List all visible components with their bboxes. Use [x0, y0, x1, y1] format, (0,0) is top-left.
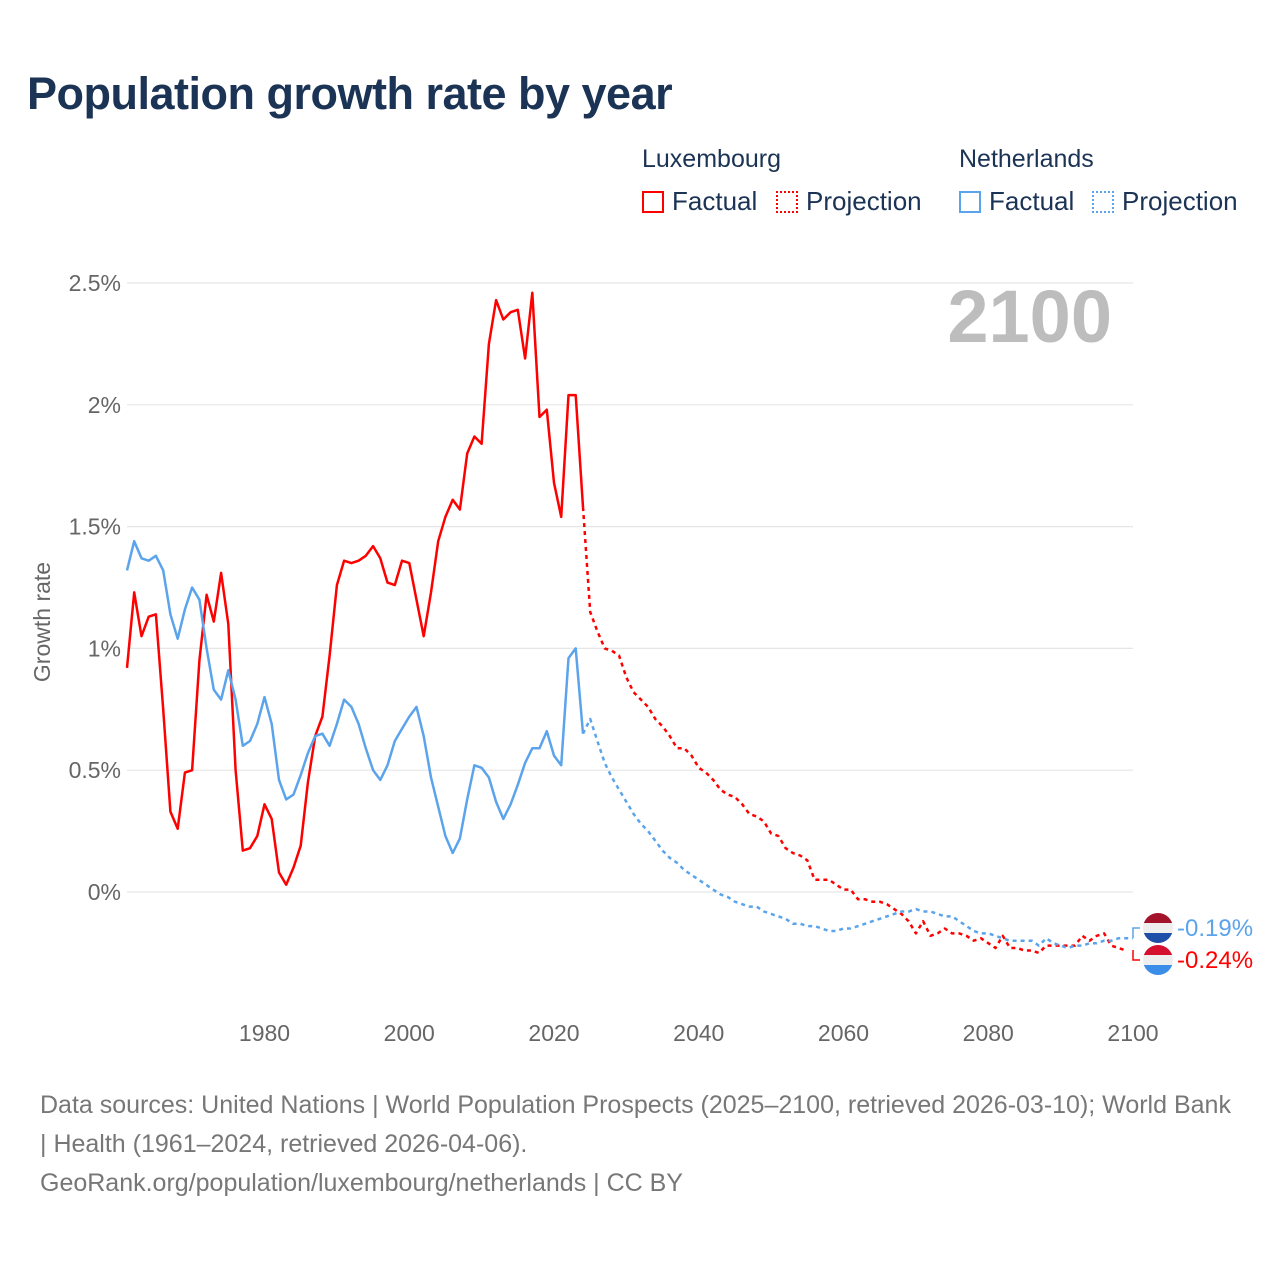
luxembourg-projection-line — [581, 507, 1127, 955]
legend-luxembourg-factual[interactable]: Factual — [642, 186, 757, 217]
y-tick-label: 1.5% — [69, 514, 121, 540]
dotted-swatch-icon — [776, 190, 798, 213]
y-tick-label: 2.5% — [69, 270, 121, 296]
solid-swatch-icon — [959, 190, 981, 213]
x-tick-label: 2080 — [963, 1020, 1014, 1046]
x-tick-label: 2040 — [673, 1020, 724, 1046]
credit-link[interactable]: GeoRank.org/population/luxembourg/nether… — [40, 1169, 683, 1197]
legend-label: Projection — [1122, 186, 1238, 216]
netherlands-flag-icon — [1143, 913, 1173, 943]
legend-group-luxembourg: Luxembourg — [642, 145, 781, 173]
y-axis-label: Growth rate — [29, 562, 55, 682]
data-sources: Data sources: United Nations | World Pop… — [40, 1091, 1231, 1158]
solid-swatch-icon — [642, 190, 664, 213]
legend-label: Projection — [806, 186, 922, 216]
luxembourg-end-label: -0.24% — [1177, 947, 1253, 974]
legend-luxembourg-projection[interactable]: Projection — [776, 186, 922, 217]
x-tick-label: 1980 — [239, 1020, 290, 1046]
x-tick-label: 2060 — [818, 1020, 869, 1046]
y-tick-label: 0% — [88, 879, 121, 905]
legend-netherlands-factual[interactable]: Factual — [959, 186, 1074, 217]
y-tick-label: 2% — [88, 392, 121, 418]
netherlands-end-label: -0.19% — [1177, 915, 1253, 942]
page-title: Population growth rate by year — [27, 68, 673, 119]
year-watermark: 2100 — [947, 275, 1112, 358]
x-tick-label: 2020 — [528, 1020, 579, 1046]
netherlands-projection-line — [581, 717, 1133, 950]
legend-label: Factual — [989, 186, 1075, 216]
y-tick-label: 0.5% — [69, 757, 121, 783]
lu-connector — [1132, 950, 1140, 961]
x-tick-label: 2100 — [1107, 1020, 1158, 1046]
nl-connector — [1132, 927, 1140, 938]
luxembourg-flag-icon — [1143, 945, 1173, 975]
dotted-swatch-icon — [1092, 190, 1114, 213]
netherlands-factual-line — [125, 539, 585, 855]
y-tick-label: 1% — [88, 635, 121, 661]
legend-label: Factual — [672, 186, 758, 216]
legend-group-netherlands: Netherlands — [959, 145, 1094, 173]
x-tick-label: 2000 — [384, 1020, 435, 1046]
legend-netherlands-projection[interactable]: Projection — [1092, 186, 1238, 217]
